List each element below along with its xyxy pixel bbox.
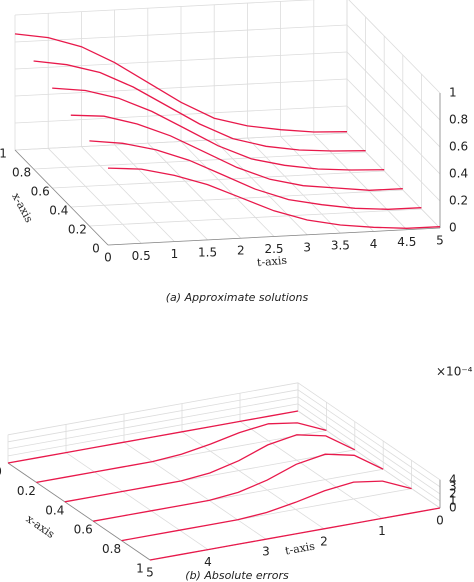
axis-multiplier: ×10⁻⁴ <box>436 365 473 379</box>
caption: (a) Approximate solutions <box>166 291 309 304</box>
x-tick-label: 1 <box>0 147 7 161</box>
x-tick-label: 0 <box>0 465 2 479</box>
curve <box>64 434 356 503</box>
grid-line <box>147 142 242 239</box>
z-tick-label: 1 <box>449 86 457 100</box>
x-tick-label: 0.4 <box>49 204 68 218</box>
t-tick-label: 3 <box>303 240 311 254</box>
curve <box>149 507 441 561</box>
t-tick-label: 3.5 <box>331 239 350 253</box>
grid-line <box>89 208 422 227</box>
grid-line <box>7 389 299 443</box>
grid-line <box>81 146 175 242</box>
grid-line <box>213 139 308 236</box>
t-tick-label: 4 <box>204 555 212 569</box>
t-tick-label: 0.5 <box>132 249 151 263</box>
axis-line <box>14 149 109 246</box>
z-tick-label: 0.2 <box>449 194 468 208</box>
grid-line <box>239 421 383 519</box>
t-axis-label: t-axis <box>284 539 316 557</box>
axis-line <box>107 227 441 246</box>
grid-line <box>52 170 385 189</box>
grid-line <box>14 24 348 43</box>
curve <box>14 33 348 133</box>
t-tick-label: 4 <box>370 237 378 251</box>
t-tick-label: 3 <box>262 545 270 559</box>
curve <box>107 167 441 229</box>
grid-line <box>181 431 325 530</box>
grid-line <box>14 78 348 97</box>
x-tick-label: 0.6 <box>31 185 50 199</box>
grid-line <box>297 382 441 481</box>
grid-line <box>7 382 299 436</box>
grid-line <box>65 452 209 550</box>
grid-line <box>297 410 441 509</box>
grid-line <box>7 396 299 450</box>
x-tick-label: 0.2 <box>17 484 36 498</box>
grid-line <box>297 403 441 502</box>
z-tick-label: 3 <box>449 479 457 493</box>
caption: (b) Absolute errors <box>185 569 289 582</box>
t-tick-label: 0 <box>436 514 444 528</box>
x-tick-label: 0.4 <box>45 503 64 517</box>
grid-line <box>14 105 348 124</box>
grid-line <box>247 137 341 234</box>
grid-line <box>346 132 441 229</box>
grid-line <box>297 396 441 495</box>
grid-line <box>33 151 366 170</box>
grid-line <box>346 51 441 148</box>
t-tick-label: 1 <box>171 247 179 261</box>
grid-line <box>346 78 441 175</box>
x-tick-label: 1 <box>136 562 144 576</box>
z-tick-label: 0.4 <box>449 167 468 181</box>
grid-line <box>14 0 316 16</box>
grid-line <box>348 0 441 94</box>
grid-line <box>114 144 208 241</box>
curve <box>93 453 384 522</box>
grid-line <box>47 148 142 244</box>
grid-line <box>123 441 267 540</box>
curve <box>89 140 422 210</box>
curve <box>121 480 412 542</box>
t-tick-label: 5 <box>436 234 444 248</box>
axis-line <box>7 462 151 561</box>
grid-line <box>297 389 441 488</box>
grid-line <box>180 141 275 237</box>
grid-line <box>70 189 403 208</box>
x-tick-label: 0.8 <box>12 166 31 180</box>
x-tick-label: 0.8 <box>102 542 121 556</box>
t-tick-label: 1.5 <box>198 245 217 259</box>
t-tick-label: 5 <box>146 566 154 580</box>
curve <box>7 410 299 464</box>
z-tick-label: 0 <box>449 221 457 235</box>
x-tick-label: 0 <box>92 242 100 256</box>
grid-line <box>7 403 299 457</box>
curve <box>70 114 403 191</box>
z-tick-label: 0 <box>449 501 457 515</box>
z-tick-label: 1 <box>449 493 457 507</box>
t-tick-label: 2 <box>237 244 245 258</box>
curve <box>52 87 385 171</box>
curve <box>36 422 327 484</box>
t-tick-label: 2.5 <box>264 242 283 256</box>
x-tick-label: 0.6 <box>74 523 93 537</box>
t-tick-label: 1 <box>378 524 386 538</box>
grid-line <box>346 24 441 121</box>
t-tick-label: 4.5 <box>397 235 416 249</box>
grid-line <box>346 105 441 202</box>
t-tick-label: 2 <box>320 534 328 548</box>
grid-line <box>280 136 374 232</box>
x-tick-label: 0.2 <box>68 223 87 237</box>
t-axis-label: t-axis <box>256 254 287 270</box>
curve <box>33 60 366 152</box>
z-tick-label: 2 <box>449 486 457 500</box>
z-tick-label: 4 <box>449 472 457 486</box>
grid-line <box>313 134 408 230</box>
z-tick-label: 0.6 <box>449 140 468 154</box>
z-tick-label: 0.8 <box>449 113 468 127</box>
t-tick-label: 0 <box>104 251 112 265</box>
